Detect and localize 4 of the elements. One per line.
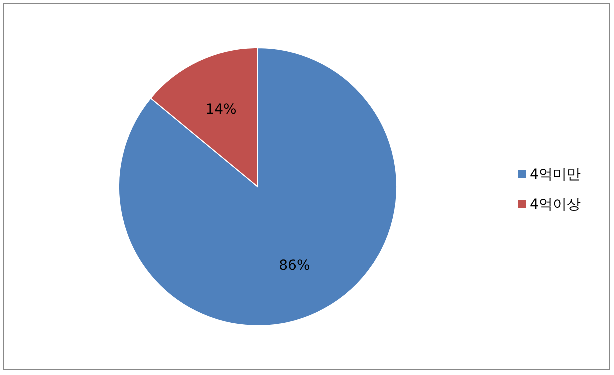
legend-label: 4억미만 (530, 167, 581, 183)
legend-label: 4억이상 (530, 197, 581, 213)
data-label: 14% (206, 102, 237, 118)
data-label: 86% (279, 258, 310, 274)
